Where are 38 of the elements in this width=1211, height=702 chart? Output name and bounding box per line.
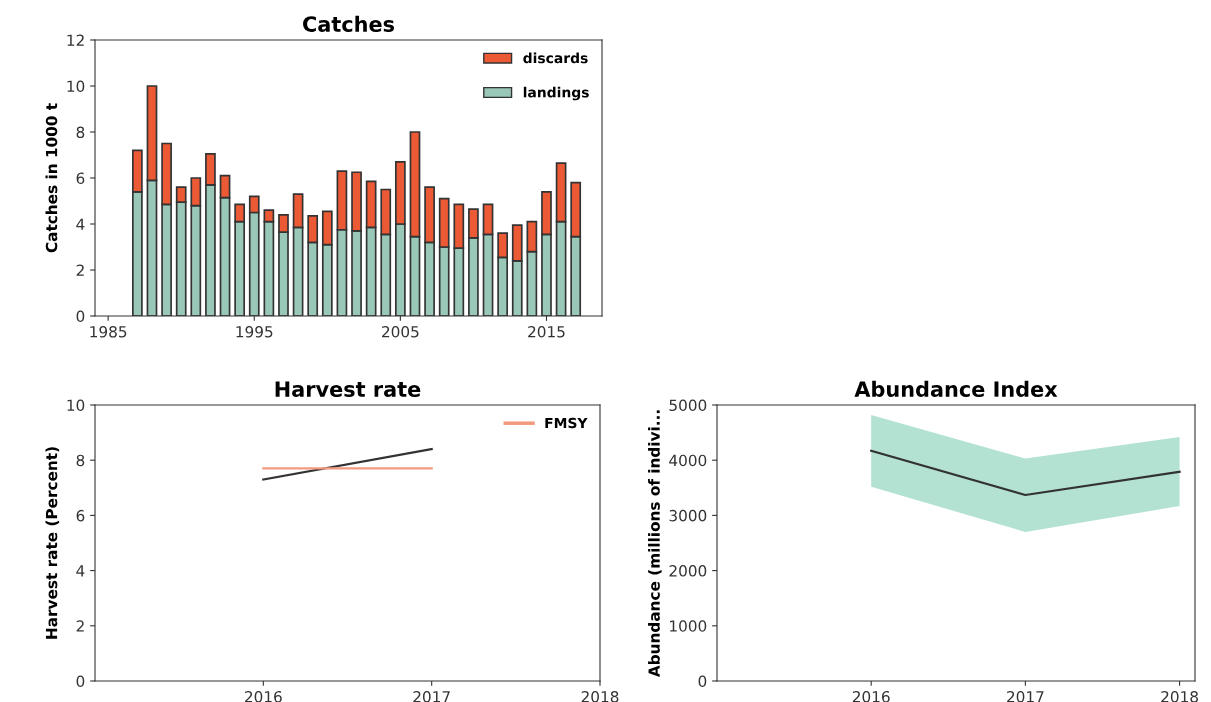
y-tick-label: 10 bbox=[67, 399, 85, 412]
chart-title: Abundance Index bbox=[854, 380, 1058, 397]
y-tick-label: 4000 bbox=[669, 454, 707, 467]
y-tick-label: 10 bbox=[67, 80, 85, 93]
y-tick-label: 4 bbox=[76, 218, 85, 230]
chart-title: Harvest rate bbox=[275, 381, 421, 397]
x-tick-label: 2018 bbox=[581, 690, 619, 702]
y-tick-label: 1000 bbox=[670, 620, 707, 632]
y-tick-label: 2000 bbox=[669, 565, 707, 577]
legend-label: discards bbox=[523, 52, 588, 64]
y-tick-label: 5000 bbox=[669, 399, 707, 412]
x-tick-label: 1985 bbox=[90, 325, 127, 338]
y-tick-label: 0 bbox=[698, 675, 707, 688]
x-tick-label: 2016 bbox=[852, 690, 890, 702]
x-tick-label: 2018 bbox=[1161, 690, 1198, 702]
legend-label: landings bbox=[523, 86, 589, 101]
y-tick-label: 2 bbox=[76, 620, 84, 632]
y-tick-label: 3000 bbox=[669, 509, 707, 522]
y-tick-label: 0 bbox=[76, 675, 85, 688]
y-tick-label: 8 bbox=[76, 454, 85, 467]
y-axis-title: Harvest rate (Percent) bbox=[45, 447, 60, 639]
x-tick-label: 2015 bbox=[528, 325, 565, 338]
y-tick-label: 12 bbox=[67, 34, 84, 46]
y-tick-label: 8 bbox=[76, 126, 85, 139]
x-tick-label: 2017 bbox=[413, 690, 450, 702]
y-tick-label: 2 bbox=[76, 264, 84, 276]
chart-title: Catches bbox=[303, 15, 395, 32]
x-tick-label: 1995 bbox=[236, 325, 273, 338]
legend-label: FMSY bbox=[545, 417, 588, 429]
y-tick-label: 6 bbox=[76, 172, 85, 185]
y-axis-title: Catches in 1000 t bbox=[45, 103, 58, 253]
y-tick-label: 4 bbox=[76, 565, 85, 577]
y-tick-label: 0 bbox=[76, 310, 85, 323]
y-axis-title: Abundance (millions of indivi... bbox=[648, 410, 662, 678]
y-tick-label: 6 bbox=[76, 509, 85, 522]
x-tick-label: 2005 bbox=[382, 325, 419, 338]
x-tick-label: 2016 bbox=[245, 690, 282, 702]
x-tick-label: 2017 bbox=[1007, 690, 1044, 702]
